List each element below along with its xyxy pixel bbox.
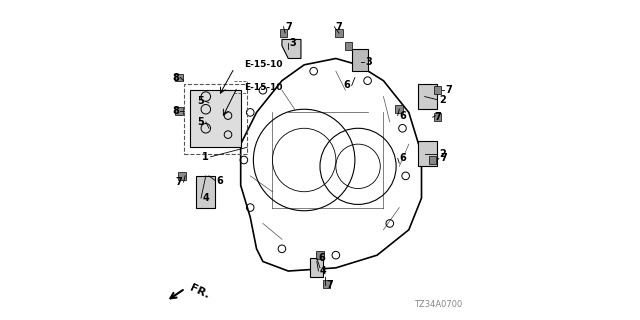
Text: E-15-10: E-15-10 [244, 83, 282, 92]
Text: 7: 7 [445, 85, 452, 95]
Bar [175, 107, 182, 115]
Text: 7: 7 [440, 153, 447, 164]
Bar [429, 156, 436, 164]
Text: 6: 6 [217, 176, 223, 186]
Text: 6: 6 [399, 111, 406, 121]
Text: 3: 3 [290, 38, 296, 48]
Bar [419, 84, 437, 109]
Bar [178, 172, 186, 180]
Text: 7: 7 [335, 22, 342, 32]
Text: 7: 7 [285, 22, 292, 32]
Text: 8: 8 [172, 106, 179, 116]
Bar [396, 105, 403, 113]
Bar [196, 176, 215, 208]
Text: 2: 2 [439, 95, 445, 105]
Bar [280, 29, 287, 37]
Bar [335, 29, 343, 37]
Text: 2: 2 [439, 149, 445, 159]
Bar [419, 141, 437, 166]
Text: 6: 6 [344, 80, 350, 91]
Text: TZ34A0700: TZ34A0700 [415, 300, 463, 309]
Text: 3: 3 [366, 57, 372, 67]
Bar [352, 49, 367, 71]
Bar [433, 113, 441, 121]
Text: 5: 5 [198, 117, 204, 127]
Text: 7: 7 [326, 280, 333, 290]
Polygon shape [190, 90, 241, 147]
Bar [323, 280, 330, 288]
Text: 7: 7 [434, 112, 441, 122]
Text: E-15-10: E-15-10 [244, 60, 282, 69]
Text: 6: 6 [399, 153, 406, 164]
Text: 1: 1 [202, 152, 209, 162]
Text: 5: 5 [198, 96, 204, 106]
Text: FR.: FR. [188, 283, 211, 300]
Polygon shape [282, 39, 301, 59]
Text: 6: 6 [318, 253, 325, 263]
Text: 4: 4 [320, 266, 326, 276]
Bar [310, 258, 323, 277]
Text: 7: 7 [175, 177, 182, 187]
Bar [345, 42, 353, 50]
Bar [316, 252, 324, 259]
Bar [175, 74, 182, 81]
Bar [184, 84, 247, 154]
Bar [433, 86, 441, 94]
Text: 4: 4 [202, 193, 209, 203]
Text: 8: 8 [172, 73, 179, 83]
